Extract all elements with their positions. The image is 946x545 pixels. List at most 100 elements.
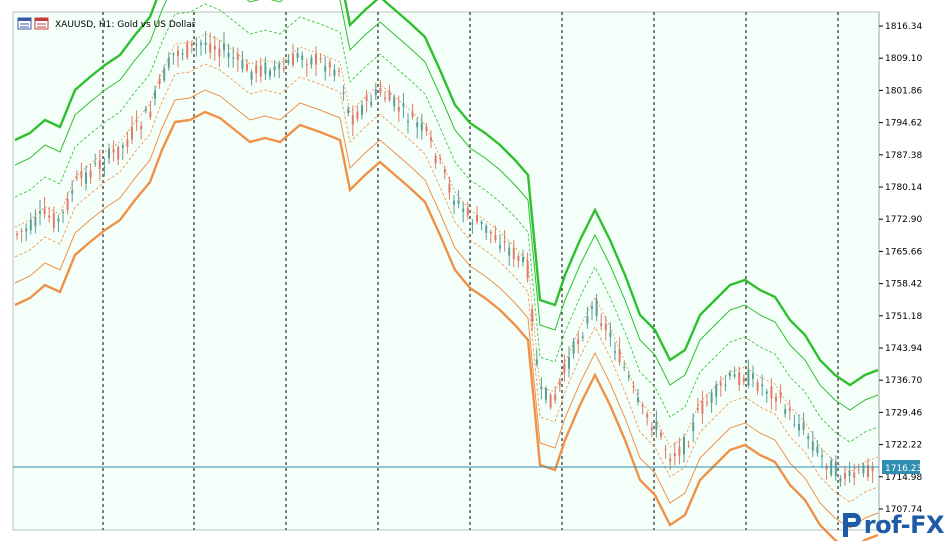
- candle-body: [328, 61, 331, 68]
- candle-body: [200, 42, 202, 45]
- candle-body: [595, 299, 598, 317]
- candle-body: [802, 422, 805, 430]
- candle-body: [149, 111, 152, 117]
- candle-body: [471, 223, 474, 225]
- candle-body: [108, 148, 110, 159]
- lower-outer-band: [14, 110, 879, 545]
- candle-body: [319, 58, 322, 60]
- candle-body: [144, 108, 147, 112]
- candle-body: [664, 448, 667, 450]
- candle-body: [305, 64, 308, 66]
- candle-body: [545, 388, 547, 400]
- session-separators: [102, 12, 839, 530]
- candle-body: [788, 408, 791, 412]
- candle-body: [443, 169, 446, 174]
- candle-body: [236, 54, 239, 60]
- candle-body: [600, 323, 603, 327]
- price-axis[interactable]: [879, 12, 941, 530]
- candle-body: [678, 446, 681, 456]
- price-tick-label: 1801.86: [885, 86, 922, 96]
- candle-body: [39, 211, 41, 214]
- candle-body: [457, 199, 460, 204]
- candle-body: [232, 57, 235, 59]
- candle-body: [673, 453, 676, 457]
- candle-body: [761, 384, 764, 387]
- candle-body: [480, 221, 483, 224]
- candle-body: [715, 384, 718, 397]
- candle-body: [756, 382, 759, 391]
- candle-body: [246, 64, 248, 71]
- candle-body: [591, 306, 593, 309]
- chart-title-bar: XAUUSD, H1: Gold vs US Dollar: [17, 17, 196, 30]
- candle-body: [98, 160, 101, 169]
- candle-body: [540, 386, 543, 389]
- candle-body: [489, 231, 492, 234]
- candle-body: [466, 208, 469, 216]
- candle-body: [627, 375, 630, 378]
- candle-body: [338, 70, 340, 72]
- candle-body: [660, 432, 662, 437]
- candle-body: [821, 455, 823, 457]
- candle-body: [839, 478, 842, 482]
- candle-body: [738, 372, 741, 385]
- candle-body: [218, 48, 221, 57]
- candle-body: [186, 42, 189, 58]
- candle-body: [163, 68, 166, 81]
- candle-body: [411, 111, 414, 118]
- plot-area[interactable]: [12, 11, 880, 531]
- candle-body: [365, 95, 368, 101]
- window-icons[interactable]: [17, 17, 49, 30]
- candle-body: [135, 119, 138, 122]
- candle-body: [420, 122, 423, 131]
- candle-body: [48, 215, 51, 218]
- candle-body: [425, 126, 428, 131]
- candle-body: [554, 394, 557, 401]
- candle-body: [393, 97, 396, 107]
- price-tick-label: 1787.38: [885, 151, 922, 161]
- candle-body: [430, 137, 432, 141]
- candle-body: [131, 127, 133, 140]
- price-tick-label: 1736.70: [885, 376, 922, 386]
- candle-body: [273, 66, 276, 71]
- candle-body: [549, 394, 552, 408]
- candle-body: [604, 323, 607, 331]
- candle-body: [747, 369, 750, 386]
- candle-body: [85, 172, 87, 184]
- candle-body: [287, 59, 290, 64]
- candle-body: [57, 218, 60, 223]
- candle-body: [572, 341, 575, 354]
- current-price-tag: 1716.23: [882, 460, 922, 474]
- candle-body: [407, 120, 409, 123]
- price-tick-label: 1714.98: [885, 473, 922, 483]
- candle-body: [568, 357, 570, 369]
- candle-body: [834, 461, 837, 476]
- candle-body: [448, 183, 451, 193]
- candle-body: [89, 170, 92, 178]
- candle-body: [793, 423, 796, 425]
- candle-body: [811, 441, 814, 451]
- candle-body: [374, 89, 377, 95]
- price-tick-label: 1794.62: [885, 119, 922, 129]
- candle-body: [646, 414, 649, 418]
- candle-body: [384, 97, 386, 100]
- candle-body: [25, 228, 28, 232]
- price-tick-label: 1765.66: [885, 247, 922, 257]
- candle-body: [94, 163, 97, 165]
- candle-body: [250, 71, 253, 80]
- candle-body: [632, 386, 635, 388]
- price-tick-label: 1722.22: [885, 441, 922, 451]
- candle-body: [719, 382, 722, 386]
- candle-body: [213, 45, 216, 50]
- candle-body: [52, 213, 55, 228]
- candle-body: [29, 219, 32, 231]
- candle-body: [16, 233, 18, 236]
- candle-body: [80, 171, 83, 178]
- candle-body: [871, 466, 874, 472]
- candle-body: [581, 336, 584, 338]
- candle-body: [830, 460, 833, 475]
- candle-body: [696, 407, 699, 410]
- candle-body: [126, 139, 129, 147]
- candle-body: [844, 472, 846, 479]
- current-price-label: 1716.23: [885, 464, 922, 474]
